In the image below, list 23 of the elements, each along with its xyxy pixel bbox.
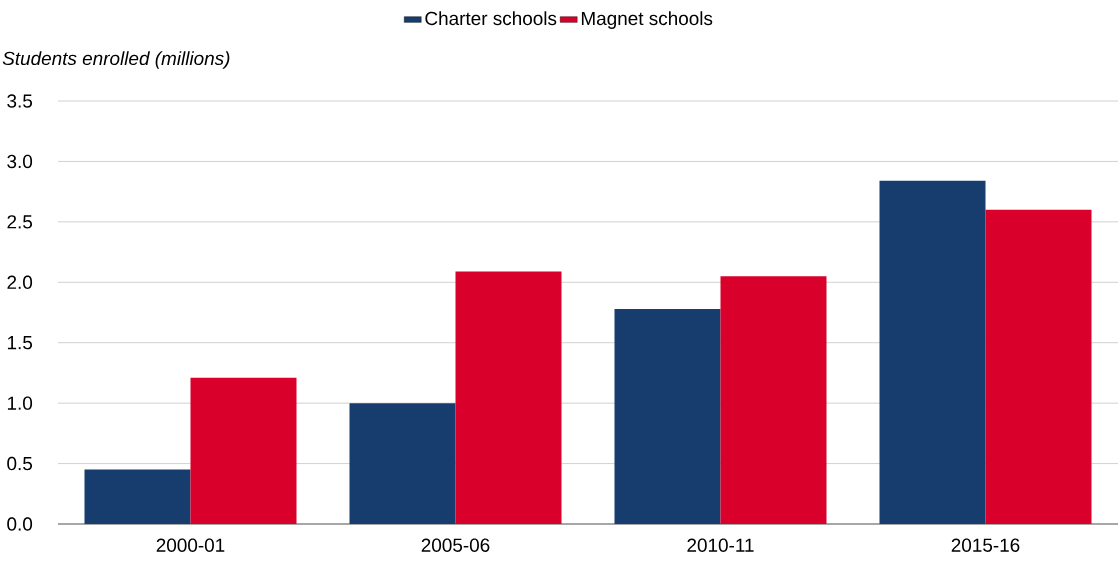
y-tick-label: 0.0 — [7, 517, 33, 531]
x-tick-label: 2010-11 — [687, 538, 754, 552]
y-tick-label: 3.5 — [7, 94, 33, 108]
y-tick-label: 1.0 — [7, 396, 33, 410]
bar — [455, 271, 562, 524]
bar — [614, 308, 721, 524]
y-tick-label: 2.5 — [7, 215, 33, 229]
y-tick-label: 1.5 — [7, 336, 33, 350]
bar — [349, 403, 456, 524]
y-tick-label: 3.0 — [7, 154, 33, 169]
bar — [879, 180, 986, 524]
bar — [84, 469, 191, 524]
bar — [985, 209, 1092, 524]
x-tick-label: 2005-06 — [421, 538, 490, 552]
y-axis-title: Students enrolled (millions) — [2, 51, 230, 69]
x-tick-label: 2000-01 — [156, 538, 225, 552]
legend-label: Charter schools — [425, 11, 557, 26]
bar — [190, 377, 297, 524]
legend-label: Magnet schools — [581, 11, 713, 29]
bar — [720, 276, 827, 524]
y-tick-label: 0.5 — [7, 456, 33, 471]
y-tick-label: 2.0 — [7, 275, 33, 289]
x-tick-label: 2015-16 — [951, 538, 1020, 552]
